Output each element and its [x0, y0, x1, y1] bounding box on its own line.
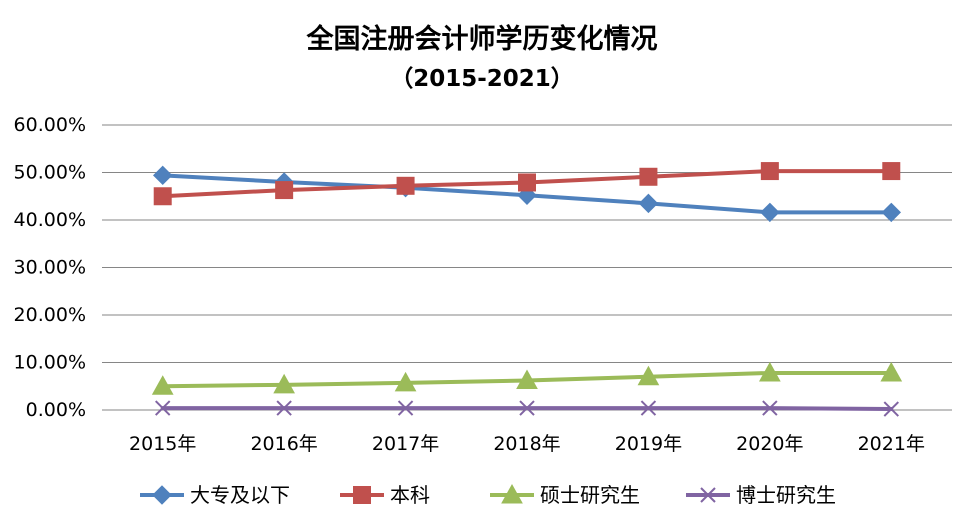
data-point [273, 373, 295, 394]
chart-subtitle: （2015-2021） [390, 65, 574, 92]
data-point [518, 173, 536, 192]
data-point [155, 400, 171, 416]
legend-item: 硕士研究生 [490, 483, 640, 507]
series-4 [155, 400, 899, 417]
legend-label: 博士研究生 [736, 483, 836, 507]
legend-marker [700, 487, 716, 503]
chart-title: 全国注册会计师学历变化情况 [306, 23, 658, 55]
grid-lines [102, 124, 952, 411]
legend-label: 本科 [390, 483, 430, 507]
data-point [516, 369, 538, 390]
y-tick-label: 40.00% [14, 209, 86, 231]
series-2 [153, 162, 901, 206]
series-3 [151, 361, 903, 395]
y-tick-label: 0.00% [26, 399, 86, 421]
x-tick-label: 2020年 [736, 433, 803, 455]
data-point [880, 361, 903, 382]
data-point [275, 181, 294, 200]
x-tick-label: 2015年 [129, 433, 196, 455]
data-point [519, 400, 535, 416]
x-tick-label: 2016年 [250, 433, 317, 455]
y-tick-label: 10.00% [14, 352, 86, 374]
data-point [640, 400, 657, 416]
y-tick-label: 60.00% [14, 114, 86, 136]
data-point [153, 187, 172, 206]
legend-marker [501, 483, 523, 504]
legend: 大专及以下 本科 硕士研究生 博士研究生 [140, 483, 836, 507]
x-tick-label: 2019年 [615, 433, 682, 455]
data-point [394, 371, 417, 392]
legend-item: 博士研究生 [686, 483, 836, 507]
y-tick-label: 20.00% [14, 304, 86, 326]
data-point [396, 176, 415, 195]
data-point [759, 361, 781, 382]
y-axis-tick-labels: 0.00% 10.00% 20.00% 30.00% 40.00% 50.00% 60.00… [14, 114, 86, 421]
x-tick-label: 2018年 [493, 433, 560, 455]
x-tick-label: 2021年 [858, 433, 925, 455]
data-point [276, 400, 292, 416]
legend-item: 本科 [340, 483, 430, 507]
data-point [638, 193, 659, 214]
data-point [639, 167, 658, 186]
x-axis-tick-labels: 2015年 2016年 2017年 2018年 2019年 2020年 2021年 [129, 433, 925, 455]
data-point [153, 165, 173, 186]
data-point [762, 400, 778, 416]
data-point [883, 401, 899, 417]
legend-marker [152, 485, 172, 505]
legend-label: 硕士研究生 [540, 483, 640, 507]
y-tick-label: 50.00% [14, 162, 86, 184]
data-point [760, 202, 780, 223]
data-point [882, 162, 901, 181]
data-point [881, 202, 901, 223]
data-point [637, 365, 660, 386]
data-point [151, 375, 174, 395]
legend-marker [353, 486, 371, 504]
series-lines [151, 162, 903, 417]
data-point [760, 162, 779, 181]
data-point [397, 400, 414, 416]
legend-item: 大专及以下 [140, 483, 290, 507]
y-tick-label: 30.00% [14, 257, 86, 279]
legend-label: 大专及以下 [190, 483, 290, 507]
x-tick-label: 2017年 [372, 433, 439, 455]
